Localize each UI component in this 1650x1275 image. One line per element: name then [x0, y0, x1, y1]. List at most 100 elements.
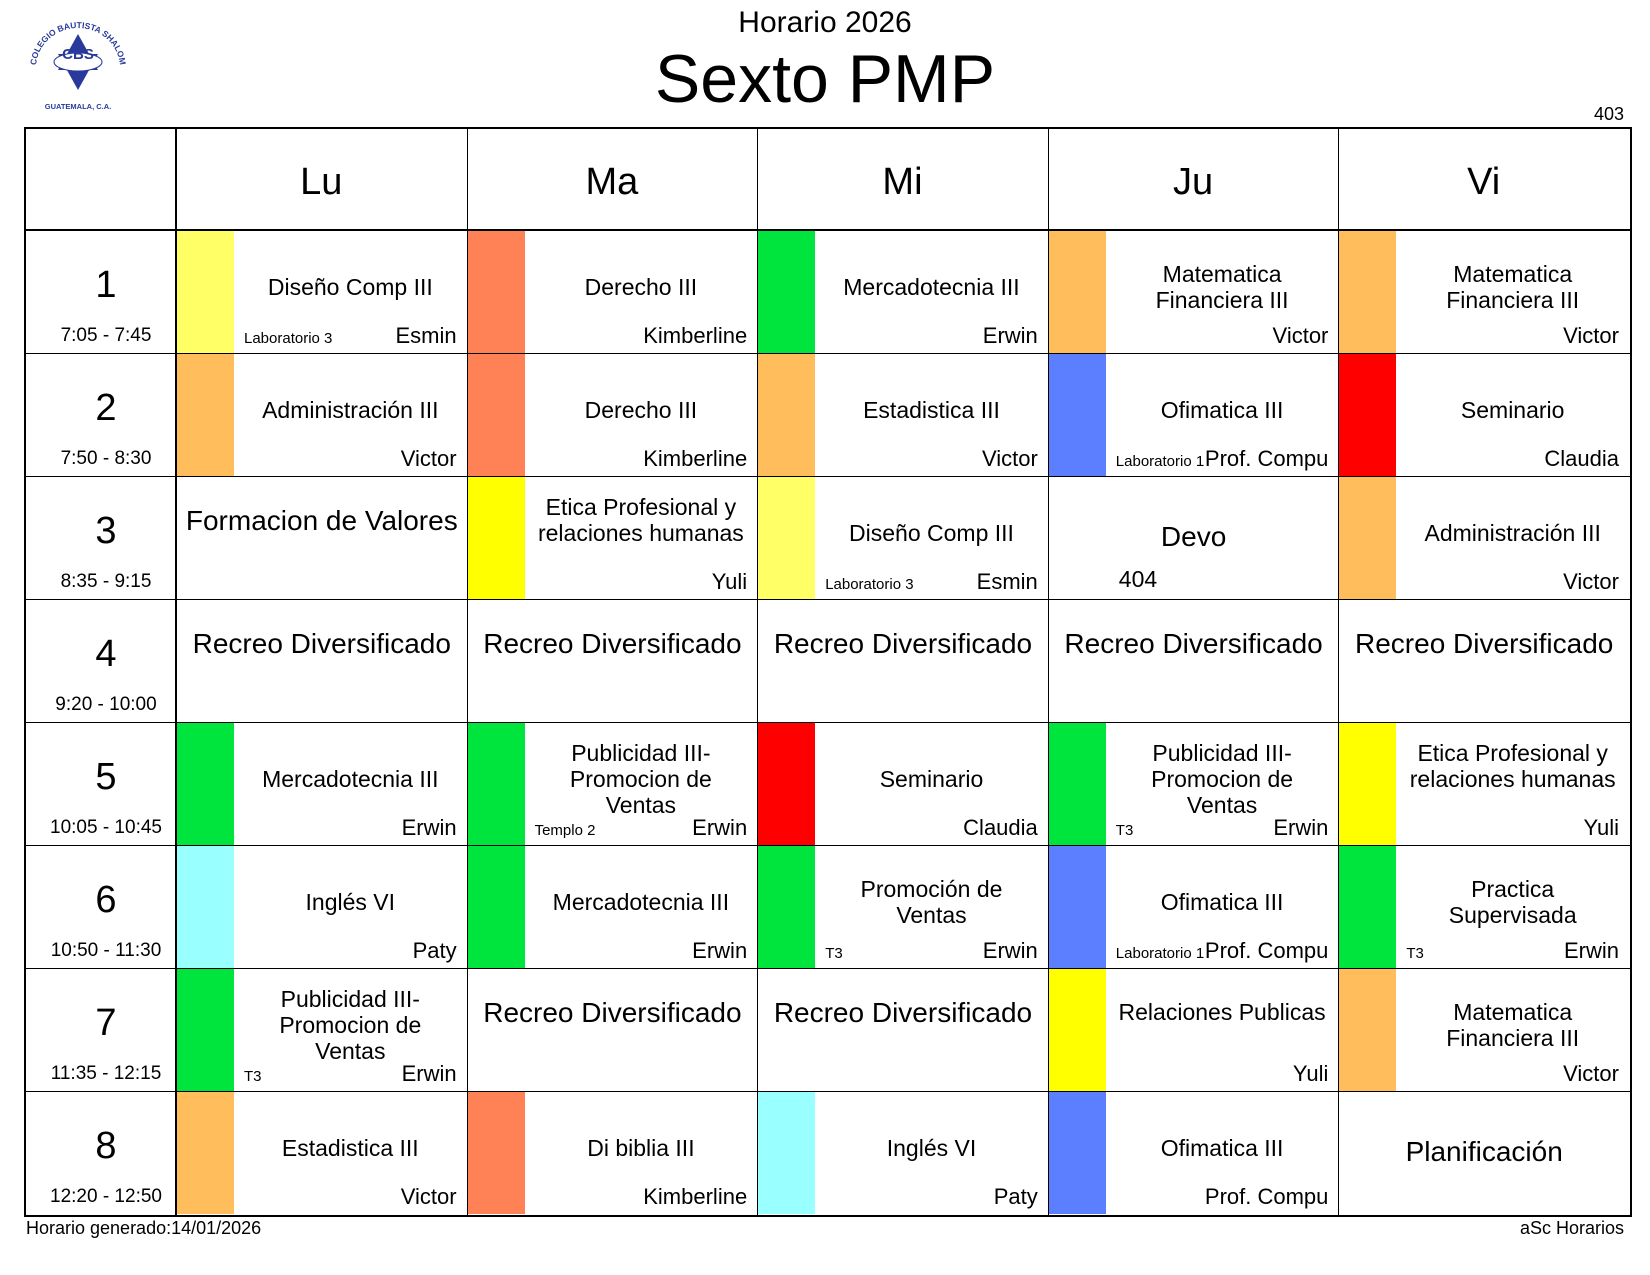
day-header: Lu: [300, 161, 343, 203]
subject-color-swatch: [177, 969, 234, 1091]
schedule-cell[interactable]: Matematica Financiera III Victor: [1339, 969, 1629, 1091]
column-divider: [757, 129, 759, 1215]
school-logo: COLEGIO BAUTISTA SHALOM CBS GUATEMALA, C…: [22, 20, 134, 114]
timetable-grid: Lu Ma Mi Ju Vi 1 7:05 - 7:45 2 7:50 - 8:30 3 8:35 …: [24, 127, 1632, 1217]
schedule-cell[interactable]: Mercadotecnia III Erwin: [758, 231, 1048, 353]
schedule-cell[interactable]: Recreo Diversificado: [758, 969, 1048, 1091]
schedule-cell[interactable]: Recreo Diversificado: [177, 600, 467, 722]
period-time: 7:05 - 7:45: [60, 325, 152, 346]
schedule-cell[interactable]: Publicidad III-Promocion de Ventas Erwin T…: [1048, 723, 1339, 845]
schedule-cell[interactable]: Ofimatica III Prof. Compu Laboratorio 1: [1048, 354, 1339, 476]
period-number: 1: [95, 264, 117, 306]
subject-name: Devo: [1160, 520, 1227, 552]
schedule-cell[interactable]: Mercadotecnia III Erwin: [467, 846, 758, 968]
schedule-cell[interactable]: Recreo Diversificado: [1049, 600, 1339, 722]
subject-name: Ofimatica III: [1160, 1134, 1284, 1161]
schedule-cell[interactable]: Mercadotecnia III Erwin: [177, 723, 467, 845]
subject-name: Promoción de Ventas: [860, 875, 1003, 928]
subject-name: Publicidad III-Promocion de Ventas: [569, 739, 712, 818]
schedule-cell[interactable]: Ofimatica III Prof. Compu: [1048, 1092, 1339, 1214]
teacher-name: Paty: [993, 1184, 1038, 1209]
teacher-name: Victor: [1563, 569, 1619, 594]
subject-color-swatch: [758, 231, 816, 353]
schedule-cell[interactable]: Recreo Diversificado: [468, 600, 758, 722]
period-time: 11:35 - 12:15: [50, 1063, 162, 1084]
schedule-cell[interactable]: Promoción de Ventas Erwin T3: [758, 846, 1048, 968]
row-divider: [26, 722, 1630, 723]
schedule-cell[interactable]: Diseño Comp III Esmin Laboratorio 3: [177, 231, 467, 353]
schedule-cell[interactable]: Recreo Diversificado: [758, 600, 1048, 722]
day-header: Ma: [585, 161, 639, 203]
schedule-cell[interactable]: Publicidad III-Promocion de Ventas Erwin T…: [467, 723, 758, 845]
teacher-name: Yuli: [1292, 1061, 1329, 1086]
teacher-name: Erwin: [401, 815, 457, 840]
subject-color-swatch: [1048, 231, 1106, 353]
schedule-cell[interactable]: Formacion de Valores: [177, 477, 467, 599]
schedule-cell[interactable]: Recreo Diversificado: [468, 969, 758, 1091]
subject-name: Formacion de Valores: [185, 504, 458, 536]
period-number: 7: [95, 1002, 117, 1044]
schedule-cell[interactable]: Derecho III Kimberline: [467, 354, 758, 476]
teacher-name: Prof. Compu: [1204, 938, 1329, 963]
subject-color-swatch: [758, 846, 816, 968]
subject-name: Inglés VI: [305, 888, 396, 915]
teacher-name: Erwin: [982, 938, 1038, 963]
schedule-cell[interactable]: Matematica Financiera III Victor: [1339, 231, 1629, 353]
teacher-name: Prof. Compu: [1204, 1184, 1329, 1209]
schedule-cell[interactable]: Estadistica III Victor: [758, 354, 1048, 476]
room-label: T3: [825, 945, 843, 962]
subject-name: Etica Profesional y relaciones humanas: [537, 493, 744, 546]
column-divider: [1338, 129, 1340, 1215]
period-time: 10:50 - 11:30: [50, 940, 162, 961]
period-number: 5: [95, 756, 117, 798]
column-divider: [466, 129, 468, 1215]
schedule-cell[interactable]: Practica Supervisada Erwin T3: [1339, 846, 1629, 968]
schedule-cell[interactable]: Estadistica III Victor: [177, 1092, 467, 1214]
schedule-cell[interactable]: Di biblia III Kimberline: [467, 1092, 758, 1214]
subject-name: Recreo Diversificado: [773, 627, 1033, 659]
schedule-cell[interactable]: Diseño Comp III Esmin Laboratorio 3: [758, 477, 1048, 599]
schedule-cell[interactable]: Etica Profesional y relaciones humanas Yu…: [1339, 723, 1629, 845]
subject-name: Diseño Comp III: [849, 519, 1014, 546]
subject-color-swatch: [758, 1092, 816, 1214]
subject-name: Administración III: [1424, 519, 1601, 546]
teacher-name: Paty: [412, 938, 457, 963]
subject-color-swatch: [1339, 354, 1397, 476]
room-label: Templo 2: [534, 822, 596, 839]
schedule-cell[interactable]: Etica Profesional y relaciones humanas Yu…: [467, 477, 758, 599]
subject-name: Diseño Comp III: [267, 273, 433, 300]
period-time: 12:20 - 12:50: [50, 1186, 162, 1207]
row-divider: [26, 353, 1630, 354]
schedule-cell[interactable]: Administración III Victor: [1339, 477, 1629, 599]
schedule-cell[interactable]: Planificación: [1339, 1092, 1629, 1214]
row-divider: [26, 1091, 1630, 1092]
room-label: Laboratorio 1: [1115, 945, 1205, 962]
subject-color-swatch: [1048, 846, 1106, 968]
schedule-cell[interactable]: Seminario Claudia: [1339, 354, 1629, 476]
schedule-cell[interactable]: Seminario Claudia: [758, 723, 1048, 845]
teacher-name: Kimberline: [643, 446, 748, 471]
schedule-cell[interactable]: Recreo Diversificado: [1339, 600, 1629, 722]
subject-name: Planificación: [1405, 1135, 1563, 1167]
teacher-name: Claudia: [1544, 446, 1619, 471]
teacher-name: Erwin: [1273, 815, 1329, 840]
schedule-cell[interactable]: Inglés VI Paty: [177, 846, 467, 968]
schedule-cell[interactable]: Inglés VI Paty: [758, 1092, 1048, 1214]
subject-name: Mercadotecnia III: [262, 765, 439, 792]
teacher-name: Esmin: [976, 569, 1038, 594]
teacher-name: Kimberline: [643, 323, 748, 348]
schedule-cell[interactable]: Matematica Financiera III Victor: [1048, 231, 1339, 353]
period-number: 6: [95, 879, 117, 921]
schedule-cell[interactable]: Ofimatica III Prof. Compu Laboratorio 1: [1048, 846, 1339, 968]
schedule-cell[interactable]: Relaciones Publicas Yuli: [1048, 969, 1339, 1091]
teacher-name: Yuli: [711, 569, 748, 594]
schedule-cell[interactable]: Administración III Victor: [177, 354, 467, 476]
period-time: 9:20 - 10:00: [55, 694, 157, 715]
period-time: 8:35 - 9:15: [60, 571, 152, 592]
schedule-cell[interactable]: Derecho III Kimberline: [467, 231, 758, 353]
schedule-cell[interactable]: Devo 404: [1049, 477, 1339, 599]
subject-color-swatch: [467, 1092, 525, 1214]
subject-name: Ofimatica III: [1160, 396, 1284, 423]
subject-name: Practica Supervisada: [1448, 875, 1577, 928]
schedule-cell[interactable]: Publicidad III-Promocion de Ventas Erwin T…: [177, 969, 467, 1091]
